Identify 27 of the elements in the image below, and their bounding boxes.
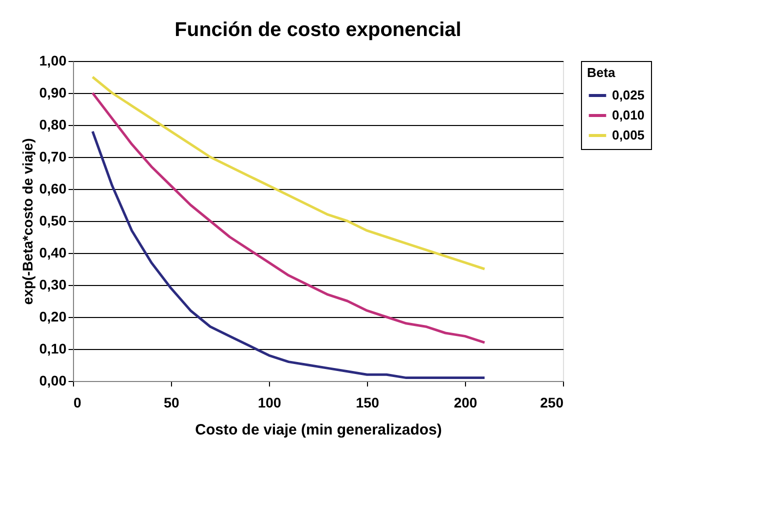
y-tick-label: 0,20 [39,308,67,324]
x-tick-label: 200 [454,394,478,410]
y-tick-label: 0,70 [39,148,67,164]
x-tick-label: 250 [540,394,564,410]
y-tick-label: 0,80 [39,116,67,132]
y-tick-label: 0,10 [39,340,67,356]
x-tick-label: 50 [164,394,180,410]
y-tick-label: 0,40 [39,244,67,260]
legend-title: Beta [587,65,616,80]
y-axis-title: exp(-Beta*costo de viaje) [19,138,36,305]
legend-label: 0,005 [612,128,645,142]
x-tick-label: 100 [258,394,282,410]
line-series [91,130,486,380]
y-tick-label: 0,50 [39,212,67,228]
x-tick-label: 0 [74,394,82,410]
y-tick-label: 0,90 [39,84,67,100]
y-tick-label: 0,00 [39,372,67,388]
line-series [91,92,486,344]
legend-label: 0,010 [612,108,645,122]
y-tick-label: 0,60 [39,180,67,196]
y-tick-label: 0,30 [39,276,67,292]
y-tick-label: 1,00 [39,52,67,68]
line-series [91,76,486,270]
legend-label: 0,025 [612,88,645,102]
chart-title: Función de costo exponencial [174,19,462,41]
x-axis-title: Costo de viaje (min generalizados) [195,422,442,438]
x-tick-label: 150 [356,394,380,410]
